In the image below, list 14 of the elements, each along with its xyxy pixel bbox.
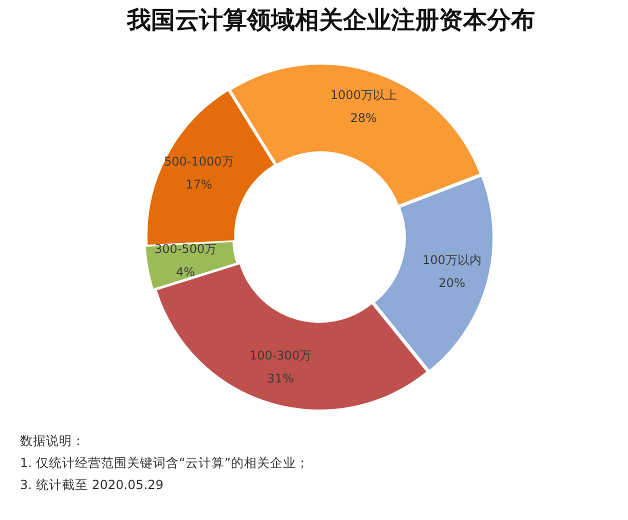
data-label: 17% xyxy=(186,177,212,192)
data-label: 28% xyxy=(350,111,377,126)
data-label: 20% xyxy=(438,276,466,290)
data-label: 4% xyxy=(176,264,196,279)
data-label: 31% xyxy=(267,371,294,386)
chart-title: 我国云计算领域相关企业注册资本分布 xyxy=(126,5,536,36)
slice-label: 100万以内 xyxy=(422,252,482,267)
slice-label: 300-500万 xyxy=(154,242,217,256)
slice-label: 1000万以上 xyxy=(330,88,397,102)
text: 数据说明： xyxy=(20,432,86,450)
text: 1. 仅统计经营范围关键词含“云计算”的相关企业； xyxy=(20,454,309,472)
slice-label: 100-300万 xyxy=(249,348,312,362)
slice-label: 500-1000万 xyxy=(164,154,234,168)
text: 3. 统计截至 2020.05.29 xyxy=(20,476,164,494)
